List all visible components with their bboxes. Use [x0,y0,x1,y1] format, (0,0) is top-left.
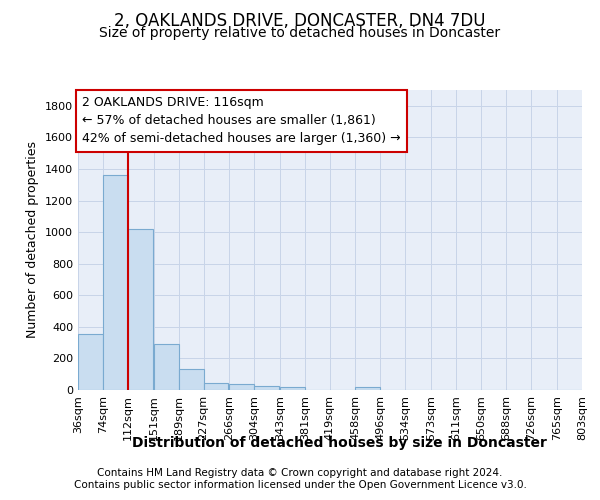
Bar [355,387,380,390]
Bar [154,344,179,390]
Bar [203,383,229,390]
Bar [78,334,103,390]
Bar [103,176,128,390]
Text: Contains HM Land Registry data © Crown copyright and database right 2024.: Contains HM Land Registry data © Crown c… [97,468,503,477]
Bar [254,386,279,390]
Bar [229,384,254,390]
Bar [280,387,305,390]
Text: Contains public sector information licensed under the Open Government Licence v3: Contains public sector information licen… [74,480,526,490]
Bar [128,229,153,390]
Text: 2, OAKLANDS DRIVE, DONCASTER, DN4 7DU: 2, OAKLANDS DRIVE, DONCASTER, DN4 7DU [114,12,486,30]
Text: 2 OAKLANDS DRIVE: 116sqm
← 57% of detached houses are smaller (1,861)
42% of sem: 2 OAKLANDS DRIVE: 116sqm ← 57% of detach… [82,96,401,146]
Bar [179,370,203,390]
Y-axis label: Number of detached properties: Number of detached properties [26,142,40,338]
Text: Size of property relative to detached houses in Doncaster: Size of property relative to detached ho… [100,26,500,40]
Text: Distribution of detached houses by size in Doncaster: Distribution of detached houses by size … [131,436,547,450]
